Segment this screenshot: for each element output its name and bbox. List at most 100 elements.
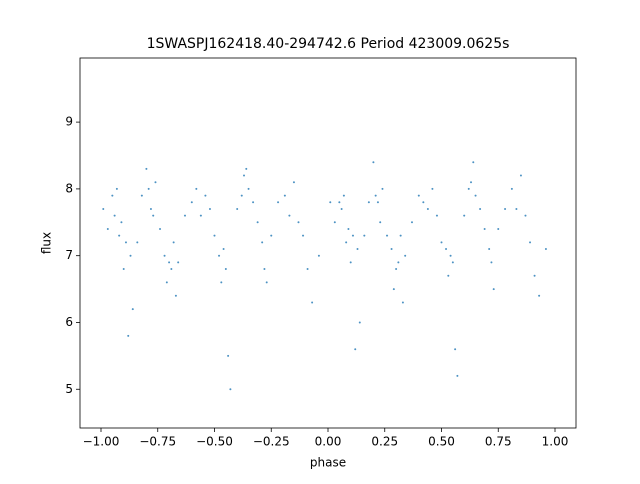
point bbox=[311, 301, 314, 304]
point bbox=[386, 234, 389, 237]
point bbox=[451, 261, 454, 264]
point bbox=[154, 181, 157, 184]
point bbox=[449, 254, 452, 257]
point bbox=[111, 194, 114, 197]
point bbox=[376, 201, 379, 204]
point bbox=[538, 294, 541, 297]
point bbox=[306, 268, 309, 271]
point bbox=[199, 214, 202, 217]
point bbox=[529, 241, 532, 244]
point bbox=[397, 261, 400, 264]
point bbox=[470, 181, 473, 184]
point bbox=[213, 234, 216, 237]
point bbox=[349, 261, 352, 264]
point bbox=[440, 241, 443, 244]
point bbox=[113, 214, 116, 217]
point bbox=[288, 214, 291, 217]
point bbox=[236, 207, 239, 210]
point bbox=[472, 161, 475, 164]
point bbox=[127, 334, 130, 337]
point bbox=[317, 254, 320, 257]
y-tick-label: 8 bbox=[65, 181, 73, 195]
point bbox=[515, 207, 518, 210]
point bbox=[345, 241, 348, 244]
point bbox=[261, 241, 264, 244]
point bbox=[479, 207, 482, 210]
point bbox=[106, 227, 109, 230]
point bbox=[435, 214, 438, 217]
point bbox=[183, 214, 186, 217]
point bbox=[149, 207, 152, 210]
point bbox=[426, 207, 429, 210]
x-tick-label: 0.25 bbox=[371, 435, 398, 449]
point bbox=[222, 248, 225, 251]
point bbox=[208, 207, 211, 210]
point bbox=[524, 214, 527, 217]
point bbox=[340, 207, 343, 210]
point bbox=[131, 308, 134, 311]
point bbox=[270, 234, 273, 237]
point bbox=[240, 194, 243, 197]
point bbox=[145, 167, 148, 170]
point bbox=[372, 161, 375, 164]
point bbox=[342, 194, 345, 197]
point bbox=[283, 194, 286, 197]
x-tick-label: 0.75 bbox=[485, 435, 512, 449]
point bbox=[220, 281, 223, 284]
point bbox=[172, 241, 175, 244]
point bbox=[129, 254, 132, 257]
point bbox=[544, 248, 547, 251]
point bbox=[417, 194, 420, 197]
point bbox=[410, 221, 413, 224]
point bbox=[302, 234, 305, 237]
point bbox=[177, 261, 180, 264]
point bbox=[497, 227, 500, 230]
point bbox=[120, 221, 123, 224]
point bbox=[118, 234, 121, 237]
point bbox=[252, 201, 255, 204]
x-axis-label: phase bbox=[310, 456, 346, 470]
point bbox=[190, 201, 193, 204]
point bbox=[445, 248, 448, 251]
point bbox=[163, 254, 166, 257]
point bbox=[218, 254, 221, 257]
point bbox=[243, 174, 246, 177]
point bbox=[356, 248, 359, 251]
point bbox=[354, 348, 357, 351]
y-tick-label: 6 bbox=[65, 315, 73, 329]
point bbox=[533, 274, 536, 277]
x-tick-label: 0.00 bbox=[315, 435, 342, 449]
point bbox=[159, 227, 162, 230]
point bbox=[399, 234, 402, 237]
point bbox=[122, 268, 125, 271]
point bbox=[147, 187, 150, 190]
point bbox=[358, 321, 361, 324]
point bbox=[265, 281, 268, 284]
point bbox=[256, 221, 259, 224]
point bbox=[467, 187, 470, 190]
point bbox=[401, 301, 404, 304]
point bbox=[338, 201, 341, 204]
point bbox=[474, 194, 477, 197]
x-tick-label: −1.00 bbox=[83, 435, 120, 449]
point bbox=[422, 201, 425, 204]
point bbox=[510, 187, 513, 190]
point bbox=[329, 201, 332, 204]
point bbox=[297, 221, 300, 224]
point bbox=[404, 254, 407, 257]
point bbox=[379, 221, 382, 224]
point bbox=[168, 261, 171, 264]
point bbox=[204, 194, 207, 197]
point bbox=[277, 201, 280, 204]
point bbox=[115, 187, 118, 190]
point bbox=[351, 234, 354, 237]
point bbox=[447, 274, 450, 277]
point bbox=[292, 181, 295, 184]
point bbox=[124, 241, 127, 244]
point bbox=[519, 174, 522, 177]
point bbox=[247, 187, 250, 190]
point bbox=[395, 268, 398, 271]
point bbox=[504, 207, 507, 210]
x-tick-label: 1.00 bbox=[542, 435, 569, 449]
